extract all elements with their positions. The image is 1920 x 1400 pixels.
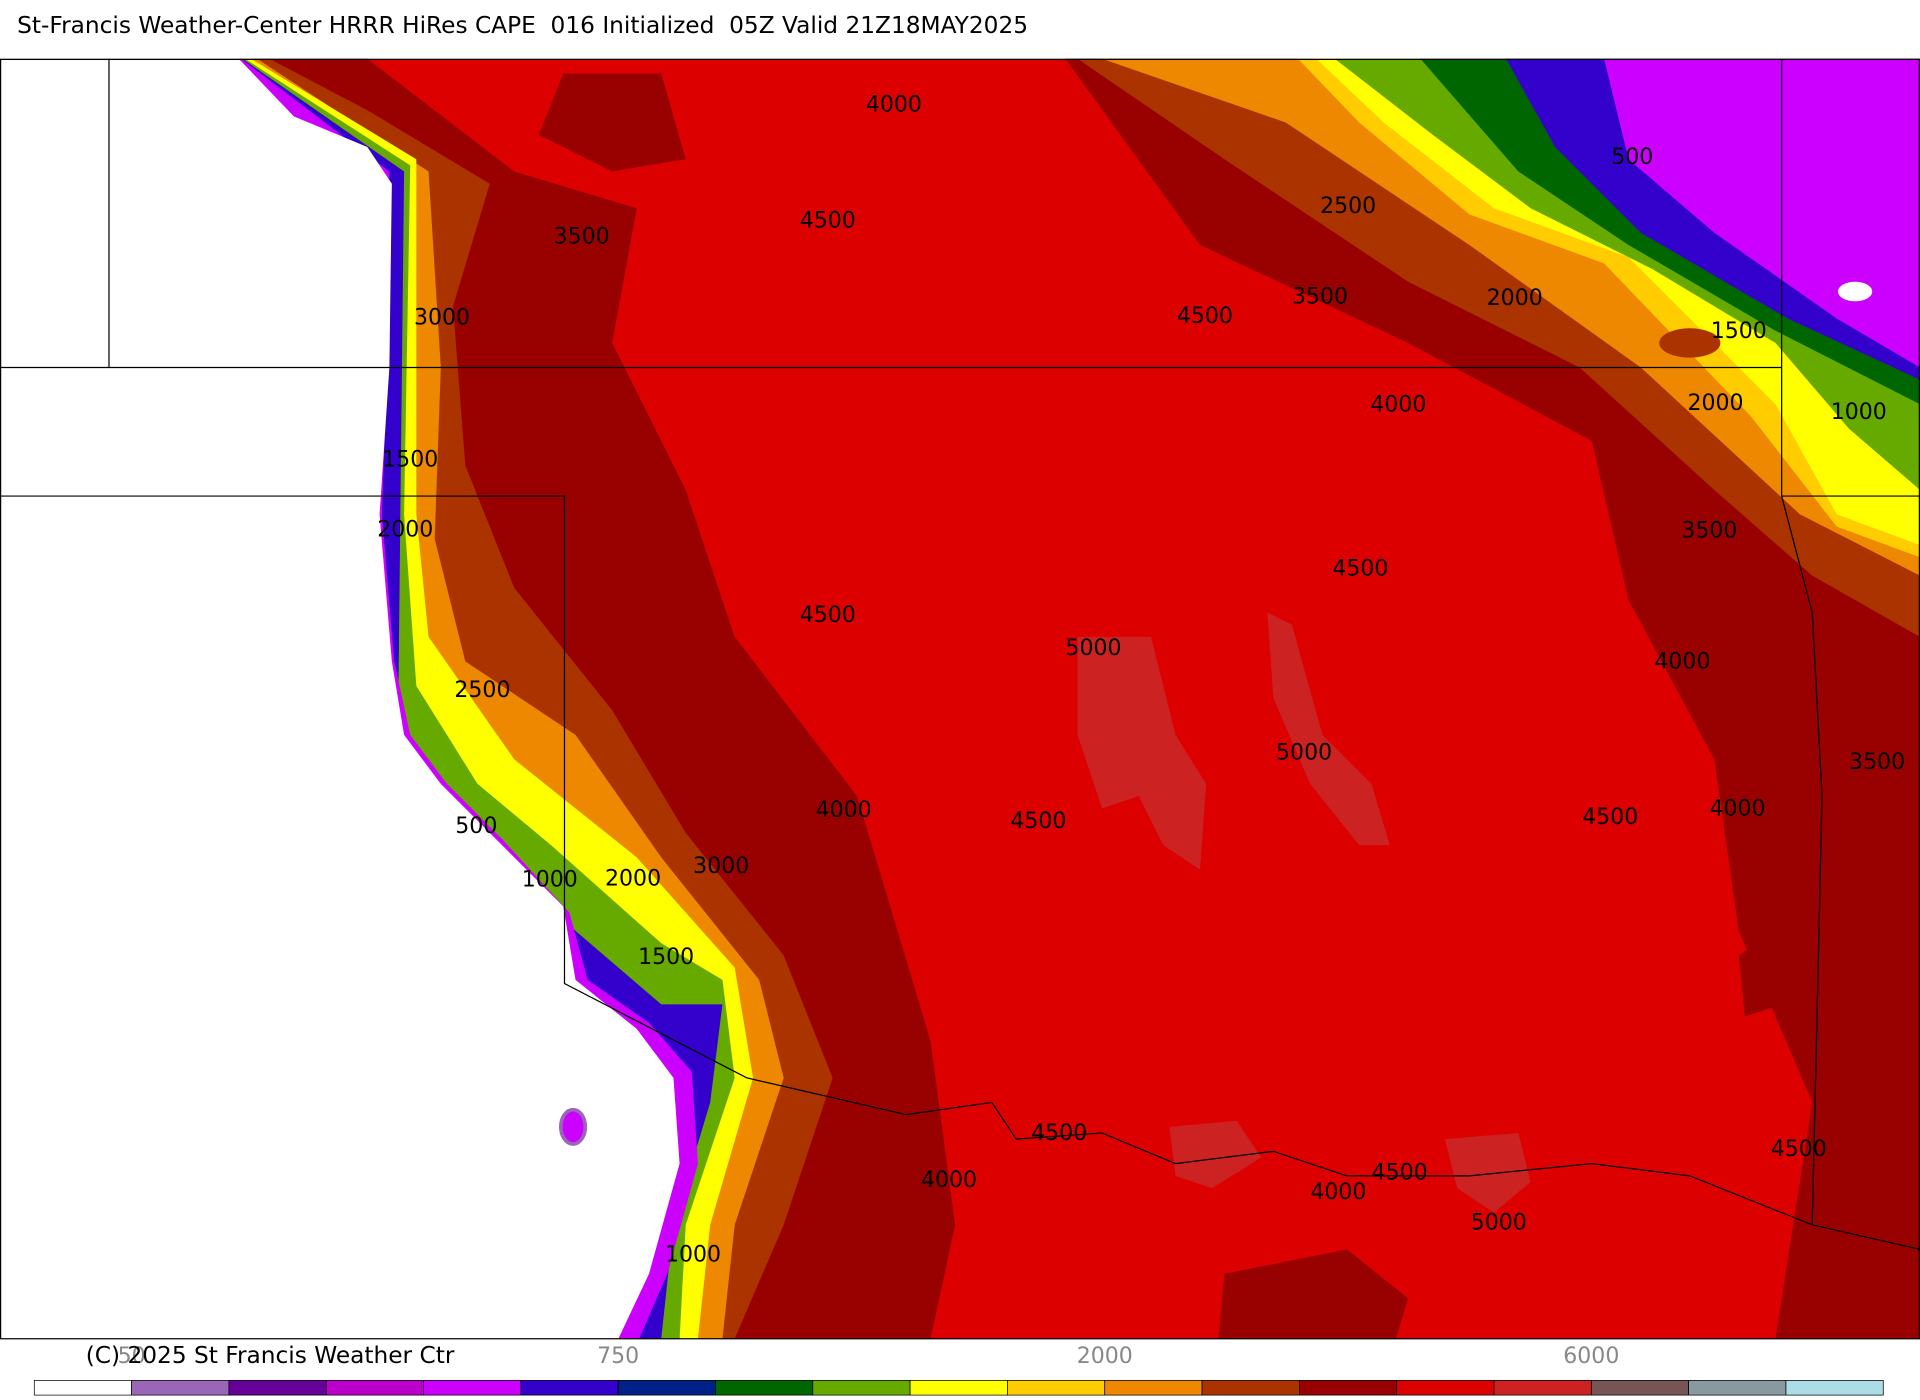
contour-label: 4500 xyxy=(1771,1137,1827,1162)
contour-label: 4000 xyxy=(1710,797,1766,822)
colorbar-label: 50 xyxy=(118,1344,146,1369)
colorbar-swatch xyxy=(909,1380,1008,1396)
contour-label: 4500 xyxy=(1582,805,1638,830)
contour-label: 4500 xyxy=(1177,304,1233,329)
contour-label: 500 xyxy=(1611,145,1653,170)
contour-label: 1000 xyxy=(1831,400,1887,425)
colorbar-swatch xyxy=(1590,1380,1690,1396)
colorbar-swatch xyxy=(228,1380,327,1396)
blob xyxy=(1738,930,1782,1017)
colorbar-swatch xyxy=(131,1380,230,1396)
colorbar: 50 750 2000 6000 xyxy=(33,1344,1884,1396)
blob xyxy=(1837,281,1873,302)
colorbar-swatch xyxy=(423,1380,522,1396)
blob xyxy=(1659,328,1721,358)
contour-label: 5000 xyxy=(1471,1211,1527,1236)
contour-label: 3500 xyxy=(1681,519,1737,544)
blob xyxy=(1169,1120,1262,1189)
blob xyxy=(1218,1249,1409,1339)
blob xyxy=(538,73,686,172)
contour-label: 4000 xyxy=(1310,1180,1366,1205)
colorbar-swatch xyxy=(1785,1380,1884,1396)
contour-label: 1500 xyxy=(1711,319,1767,344)
colorbar-label: 750 xyxy=(597,1344,639,1369)
contour-label: 5000 xyxy=(1276,740,1332,765)
contour-label: 2000 xyxy=(1687,391,1743,416)
blob xyxy=(1077,636,1207,870)
ocean xyxy=(0,58,680,1339)
contour-label: 3000 xyxy=(693,854,749,879)
contour-label: 4500 xyxy=(1372,1160,1428,1185)
contour-label: 1500 xyxy=(638,945,694,970)
colorbar-swatch xyxy=(325,1380,424,1396)
contour-label: 2000 xyxy=(605,866,661,891)
map-frame xyxy=(0,58,1920,1340)
contour-label: 4500 xyxy=(800,209,856,234)
contour-label: 3000 xyxy=(414,305,470,330)
contour-label: 4000 xyxy=(1370,392,1426,417)
contour-label: 4500 xyxy=(1031,1121,1087,1146)
contour-label: 5000 xyxy=(1065,636,1121,661)
blob xyxy=(1444,1132,1531,1213)
map-area xyxy=(0,58,1920,1340)
contour-label: 4500 xyxy=(1010,809,1066,834)
colorbar-swatch xyxy=(617,1380,716,1396)
contour-label: 4500 xyxy=(1332,557,1388,582)
colorbar-swatch xyxy=(1493,1380,1592,1396)
colorbar-swatch xyxy=(1396,1380,1495,1396)
colorbar-swatch xyxy=(1201,1380,1300,1396)
contour-label: 2500 xyxy=(1320,194,1376,219)
colorbar-label: 6000 xyxy=(1563,1344,1619,1369)
contour-label: 4000 xyxy=(1654,650,1710,675)
colorbar-swatch xyxy=(520,1380,619,1396)
contour-label: 4000 xyxy=(816,798,872,823)
contour-label: 1000 xyxy=(665,1242,721,1267)
state-borders xyxy=(0,58,1920,1250)
contour-label: 2000 xyxy=(1487,286,1543,311)
colorbar-swatch xyxy=(812,1380,911,1396)
contour-label: 4000 xyxy=(866,92,922,117)
copyright: (C) 2025 St Francis Weather Ctr xyxy=(86,1342,455,1369)
contour-label: 3500 xyxy=(1849,750,1905,775)
blob xyxy=(857,1151,956,1274)
contour-label: 2000 xyxy=(377,517,433,542)
contour-label: 2500 xyxy=(454,678,510,703)
colorbar-label: 2000 xyxy=(1077,1344,1133,1369)
blob xyxy=(1267,612,1390,846)
contour-label: 3500 xyxy=(554,225,610,250)
colorbar-swatch xyxy=(33,1380,132,1396)
contour-label: 4500 xyxy=(800,603,856,628)
colorbar-swatch xyxy=(715,1380,814,1396)
contour-label: 3500 xyxy=(1292,285,1348,310)
colorbar-swatch xyxy=(1688,1380,1787,1396)
title: St-Francis Weather-Center HRRR HiRes CAP… xyxy=(17,12,1028,39)
contour-label: 4000 xyxy=(921,1168,977,1193)
colorbar-swatch xyxy=(1007,1380,1106,1396)
contour-label: 1000 xyxy=(522,868,578,893)
colorbar-swatch xyxy=(1104,1380,1203,1396)
contour-label: 500 xyxy=(455,814,497,839)
colorbar-swatch xyxy=(1299,1380,1398,1396)
island xyxy=(558,1107,588,1146)
contour-label: 1500 xyxy=(382,448,438,473)
